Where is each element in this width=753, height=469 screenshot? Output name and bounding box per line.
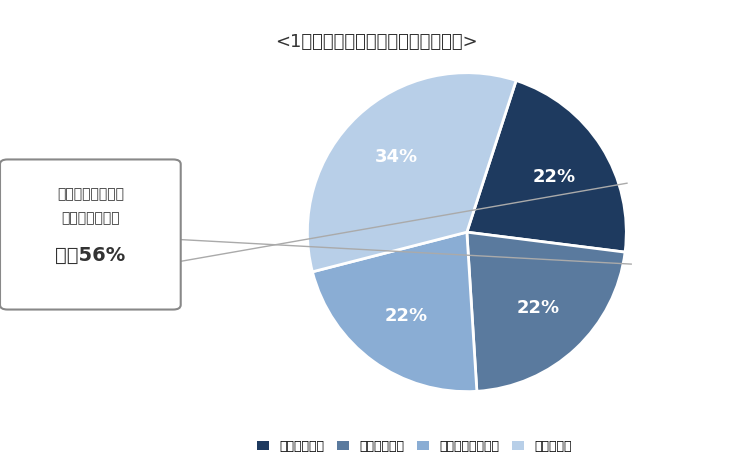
- Wedge shape: [467, 232, 625, 391]
- Text: 合計56%: 合計56%: [55, 246, 126, 265]
- Text: 「意識しない」と: 「意識しない」と: [57, 188, 123, 202]
- Text: 22%: 22%: [517, 299, 559, 317]
- Text: <1日のカフェイン量の意識について>: <1日のカフェイン量の意識について>: [275, 33, 478, 51]
- Wedge shape: [467, 81, 626, 252]
- Text: 22%: 22%: [533, 167, 576, 186]
- Legend: 意識している, やや意識する, あまり意識しない, 意識しない: 意識している, やや意識する, あまり意識しない, 意識しない: [252, 435, 577, 458]
- Text: 22%: 22%: [384, 307, 428, 325]
- Text: 34%: 34%: [374, 148, 417, 166]
- Wedge shape: [307, 73, 516, 272]
- Text: 回答したい人は: 回答したい人は: [61, 211, 120, 225]
- Wedge shape: [312, 232, 477, 392]
